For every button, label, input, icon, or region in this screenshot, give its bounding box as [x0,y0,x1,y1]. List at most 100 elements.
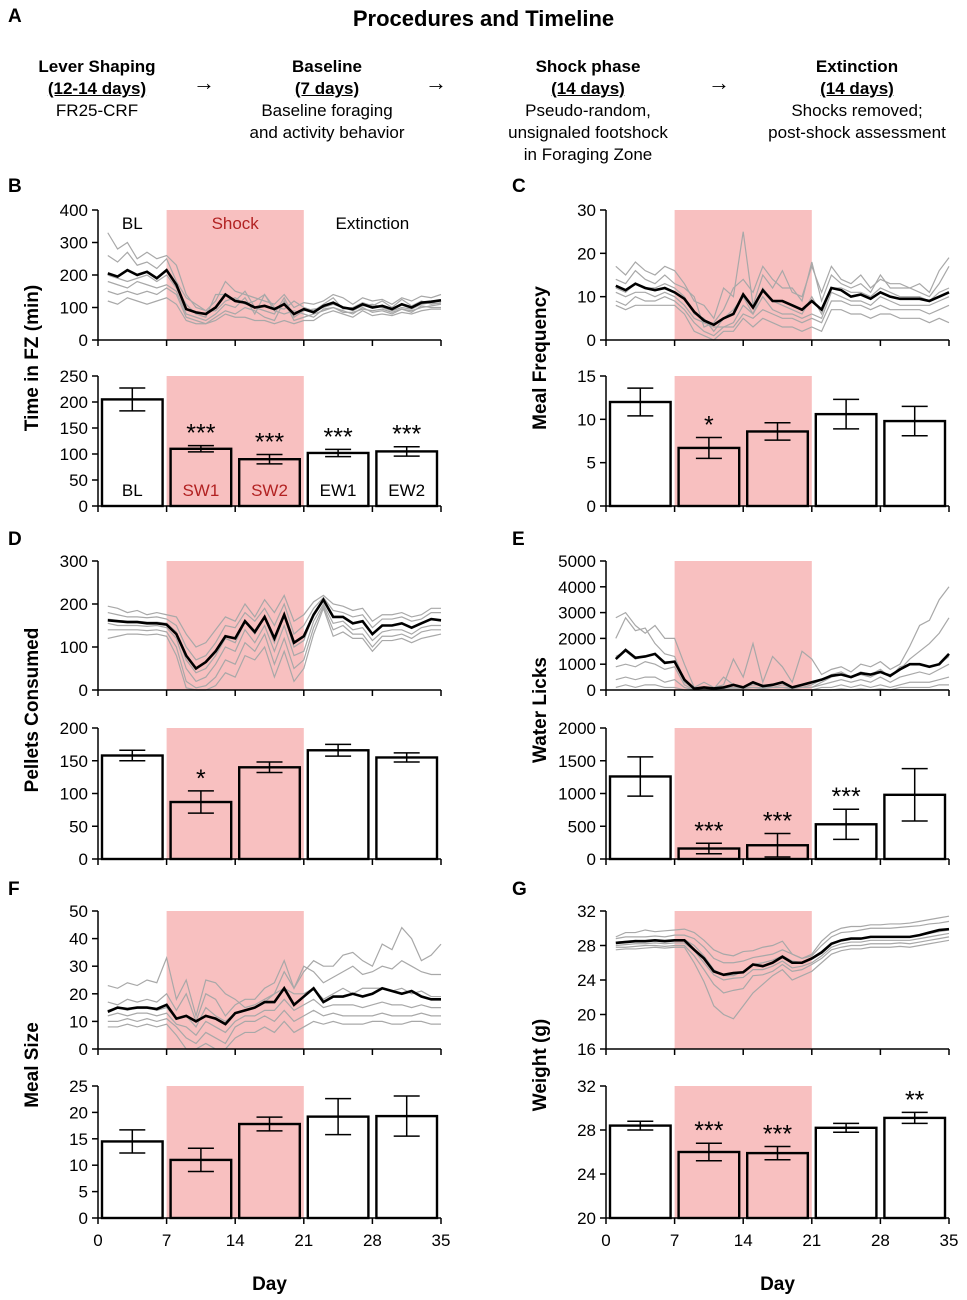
bar [100,754,164,861]
timeline-arrow: → [708,70,730,95]
y-tick-label: 400 [60,201,88,220]
x-axis-label: Day [252,1274,287,1295]
step-title: Lever Shaping [38,57,156,76]
y-tick-label: 40 [69,930,88,949]
individual-line [615,291,950,328]
significance-marker: *** [324,423,353,451]
panel-c: C Meal Frequency 0 10 20 30 * 0 5 10 15 [512,176,950,516]
panel-d: D Pellets Consumed 0 100 200 300 * 0 50 100 150 200 [8,529,442,869]
bar-category-label: EW1 [320,481,357,500]
individual-line [107,596,441,661]
y-tick-label: 50 [69,902,88,921]
step-description: and activity behavior [249,123,405,142]
y-axis-label: Weight (g) [530,1019,551,1112]
bar [608,400,672,508]
y-tick-label: 100 [60,638,88,657]
individual-line [615,282,950,333]
y-tick-label: 15 [577,367,596,386]
y-tick-label: 30 [577,201,596,220]
y-tick-label: 1000 [558,655,596,674]
individual-line [107,274,442,319]
phase-label-extinction: Extinction [336,214,410,233]
y-tick-label: 20 [577,244,596,263]
y-tick-label: 0 [587,681,596,700]
x-tick-label: 28 [871,1231,890,1250]
y-tick-label: 300 [60,552,88,571]
panel-label-a: A [8,6,22,27]
y-tick-label: 25 [69,1077,88,1096]
individual-line [107,287,441,325]
y-tick-label: 100 [60,445,88,464]
panel-f: F Meal Size 0 10 20 30 40 50 0 5 10 15 20 25 0 7 14 21 28 3… [8,879,450,1295]
step-description: Shocks removed; [791,101,923,120]
phase-label-baseline: BL [122,214,143,233]
y-tick-label: 28 [577,937,596,956]
y-tick-label: 5 [79,1183,88,1202]
individual-line [615,231,950,320]
panel-label-b: B [8,176,22,197]
phase-label-shock: Shock [212,214,260,233]
x-tick-label: 14 [226,1231,245,1250]
bar [608,1124,672,1220]
y-tick-label: 200 [60,719,88,738]
individual-line [615,936,950,994]
individual-line [615,660,950,691]
y-tick-label: 24 [577,971,596,990]
y-tick-label: 500 [568,817,596,836]
shock-region [674,728,812,859]
y-tick-label: 1500 [558,752,596,771]
individual-line [107,604,441,689]
significance-marker: *** [694,817,723,845]
individual-line [107,1009,441,1045]
mean-line [615,927,950,977]
bar-category-label: SW2 [251,481,288,500]
significance-marker: ** [905,1086,925,1114]
significance-marker: * [704,412,714,440]
timeline-step-lever-shaping: Lever Shaping (12-14 days) FR25-CRF [12,56,182,122]
y-tick-label: 20 [69,985,88,1004]
y-tick-label: 0 [79,331,88,350]
x-tick-label: 7 [670,1231,679,1250]
bar [169,447,233,508]
timeline-arrow: → [193,70,215,95]
y-tick-label: 100 [60,299,88,318]
y-tick-label: 50 [69,471,88,490]
y-tick-label: 200 [60,393,88,412]
x-tick-label: 35 [940,1231,959,1250]
individual-line [615,261,950,328]
individual-line [107,593,441,648]
figure-title: Procedures and Timeline [352,6,615,31]
y-tick-label: 4000 [558,578,596,597]
step-description: Pseudo-random, [525,101,651,120]
y-tick-label: 15 [69,1130,88,1149]
individual-line [107,297,441,325]
timeline-step-shock-phase: Shock phase (14 days) Pseudo-random, uns… [473,56,703,166]
individual-line [615,939,950,1020]
y-tick-label: 100 [60,785,88,804]
y-tick-label: 20 [577,1006,596,1025]
y-tick-label: 0 [79,850,88,869]
individual-line [615,915,950,960]
mean-line [107,268,442,316]
y-tick-label: 200 [60,595,88,614]
y-axis-label: Water Licks [530,657,551,763]
mean-line [107,985,441,1026]
y-tick-label: 0 [587,331,596,350]
y-axis-label: Meal Size [22,1022,43,1108]
significance-marker: *** [763,807,792,835]
significance-marker: *** [186,420,215,448]
timeline-arrow: → [425,70,447,95]
y-tick-label: 0 [79,497,88,516]
step-description: in Foraging Zone [523,145,653,164]
y-tick-label: 20 [577,1209,596,1228]
individual-line [615,932,950,981]
step-title: Extinction [815,57,899,76]
y-tick-label: 0 [79,1209,88,1228]
y-tick-label: 0 [79,1040,88,1059]
panel-label-d: D [8,529,22,550]
individual-line [107,959,441,1024]
significance-marker: *** [694,1117,723,1145]
y-tick-label: 16 [577,1040,596,1059]
